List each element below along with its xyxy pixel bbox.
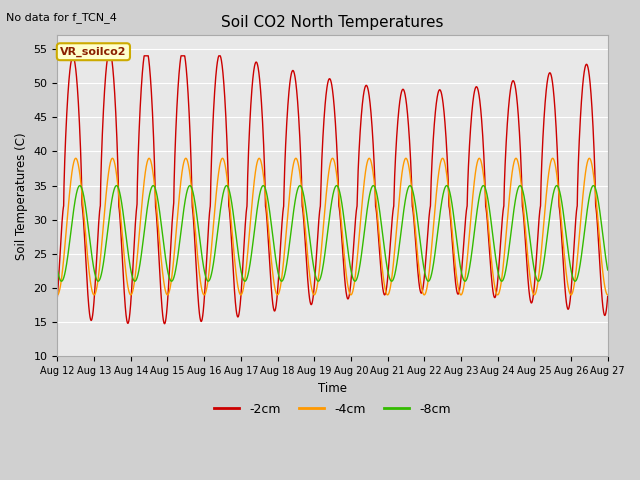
-4cm (265, 227, 273, 232)
-4cm (72, 156, 79, 161)
-4cm (593, 207, 601, 213)
Text: No data for f_TCN_4: No data for f_TCN_4 (6, 12, 117, 23)
Text: VR_soilco2: VR_soilco2 (60, 47, 127, 57)
-8cm (593, 192, 601, 198)
-8cm (265, 203, 273, 208)
-2cm (265, 246, 273, 252)
Line: -2cm: -2cm (58, 56, 608, 324)
-4cm (116, 209, 124, 215)
-2cm (54, 293, 61, 299)
X-axis label: Time: Time (318, 382, 347, 395)
-8cm (604, 267, 612, 273)
Line: -4cm: -4cm (58, 158, 608, 295)
-2cm (534, 231, 542, 237)
Y-axis label: Soil Temperatures (C): Soil Temperatures (C) (15, 132, 28, 260)
-8cm (289, 216, 296, 221)
-8cm (204, 278, 212, 284)
Line: -8cm: -8cm (58, 186, 608, 281)
-8cm (149, 183, 157, 189)
-2cm (104, 53, 112, 59)
-4cm (149, 170, 157, 176)
-4cm (604, 292, 612, 298)
-2cm (161, 321, 168, 326)
-4cm (289, 167, 296, 172)
-8cm (54, 267, 61, 273)
-2cm (593, 219, 601, 225)
Legend: -2cm, -4cm, -8cm: -2cm, -4cm, -8cm (209, 398, 456, 420)
-2cm (289, 68, 296, 73)
-4cm (534, 280, 541, 286)
-2cm (604, 293, 612, 299)
-8cm (223, 183, 230, 189)
-2cm (116, 220, 124, 226)
-2cm (149, 121, 157, 127)
-8cm (116, 192, 124, 197)
-4cm (54, 292, 61, 298)
-8cm (534, 278, 542, 284)
Title: Soil CO2 North Temperatures: Soil CO2 North Temperatures (221, 15, 444, 30)
